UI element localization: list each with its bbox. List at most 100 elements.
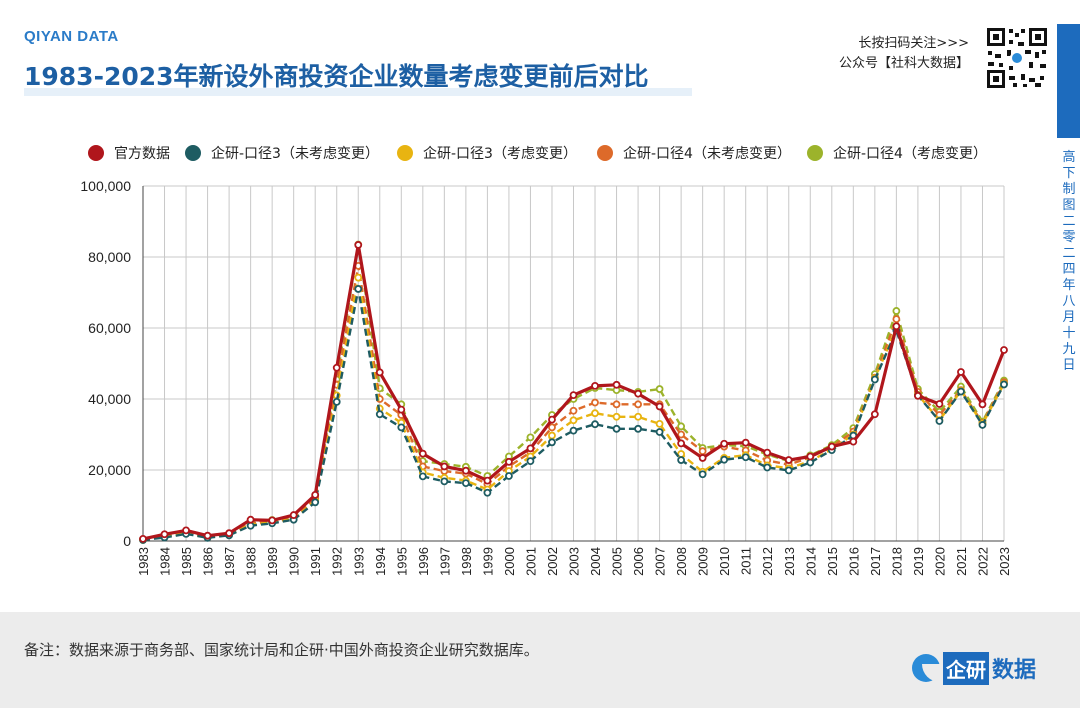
data-point xyxy=(483,476,492,485)
data-point xyxy=(612,412,621,421)
chart-grid xyxy=(142,185,1005,542)
x-tick-label: 2007 xyxy=(653,547,668,576)
qr-code-icon[interactable] xyxy=(985,26,1049,90)
x-tick-label: 2003 xyxy=(567,547,582,576)
legend-label: 企研-口径4（考虑变更） xyxy=(833,145,987,162)
data-point xyxy=(418,449,427,458)
x-tick-label: 1997 xyxy=(437,547,452,576)
data-point xyxy=(698,447,707,456)
x-tick-label: 2011 xyxy=(739,547,754,575)
data-point xyxy=(677,439,686,448)
data-point xyxy=(548,438,556,447)
legend-label: 企研-口径4（未考虑变更） xyxy=(623,145,791,162)
x-tick-label: 1985 xyxy=(179,547,194,576)
chart-legend: 官方数据 企研-口径3（未考虑变更） 企研-口径3（考虑变更） 企研-口径4（未考虑变… xyxy=(88,145,987,162)
data-point xyxy=(1000,380,1008,389)
data-point xyxy=(634,389,642,398)
data-point xyxy=(677,456,686,464)
data-point xyxy=(655,385,664,393)
qr-caption-line2: 公众号【社科大数据】 xyxy=(838,56,969,71)
data-point xyxy=(677,422,686,431)
x-tick-label: 1990 xyxy=(287,547,302,576)
brand-label: QIYAN DATA xyxy=(24,28,119,45)
data-point xyxy=(332,363,341,372)
data-point xyxy=(354,241,363,249)
x-tick-label: 1995 xyxy=(394,547,409,576)
data-point xyxy=(612,424,621,433)
data-point xyxy=(397,423,406,432)
data-point xyxy=(935,417,944,425)
x-tick-label: 2017 xyxy=(868,547,883,576)
x-tick-label: 1991 xyxy=(308,547,323,576)
x-tick-label: 1993 xyxy=(351,547,366,576)
data-point xyxy=(569,426,578,435)
data-point xyxy=(354,273,363,282)
side-date-text: 高下制图 二零二四年八月十九日 xyxy=(1062,150,1076,373)
x-tick-label: 2016 xyxy=(846,547,861,576)
x-tick-label: 2023 xyxy=(997,547,1012,576)
data-point xyxy=(569,406,578,415)
x-tick-label: 1984 xyxy=(158,547,173,576)
x-tick-label: 2001 xyxy=(523,547,538,576)
data-point xyxy=(612,400,621,409)
data-point xyxy=(784,466,793,475)
data-point xyxy=(784,456,793,464)
x-tick-label: 1998 xyxy=(459,547,474,576)
x-tick-label: 2006 xyxy=(631,547,646,576)
logo-mark-icon xyxy=(912,654,940,682)
x-tick-label: 2021 xyxy=(954,547,969,576)
x-tick-label: 1988 xyxy=(244,547,259,576)
x-tick-label: 1992 xyxy=(330,547,345,576)
brand-logo: 企研 数据 xyxy=(912,651,1036,685)
data-point xyxy=(526,433,535,442)
data-point xyxy=(978,421,987,429)
data-point xyxy=(849,437,858,446)
data-point xyxy=(892,315,901,324)
data-point xyxy=(720,455,729,464)
line-chart: 官方数据 企研-口径3（未考虑变更） 企研-口径3（考虑变更） 企研-口径4（未考虑变… xyxy=(80,145,1012,576)
y-tick-label: 60,000 xyxy=(88,320,131,336)
data-point xyxy=(741,453,750,462)
legend-label: 官方数据 xyxy=(114,146,170,162)
series-line xyxy=(142,287,1006,542)
legend-marker xyxy=(397,145,413,161)
legend-marker xyxy=(88,145,104,161)
data-point xyxy=(634,400,642,409)
data-point xyxy=(612,380,621,389)
x-tick-label: 2019 xyxy=(911,547,926,576)
legend-marker xyxy=(185,145,201,161)
data-point xyxy=(591,420,599,429)
data-point xyxy=(354,285,363,293)
x-tick-label: 2010 xyxy=(717,547,732,576)
data-point xyxy=(548,415,556,424)
data-point xyxy=(569,391,578,399)
data-point xyxy=(763,463,772,472)
legend-marker xyxy=(807,145,823,161)
y-tick-label: 80,000 xyxy=(88,249,131,265)
data-point xyxy=(698,470,707,479)
data-point xyxy=(870,375,879,384)
data-point xyxy=(655,402,664,411)
data-point xyxy=(461,479,470,488)
data-point xyxy=(526,444,535,453)
data-point xyxy=(655,428,664,436)
x-tick-label: 1983 xyxy=(136,547,151,576)
x-tick-label: 1994 xyxy=(373,547,388,576)
data-point xyxy=(634,412,642,421)
y-tick-label: 0 xyxy=(123,533,131,549)
side-tab xyxy=(1057,24,1080,138)
data-point xyxy=(698,454,707,462)
x-tick-label: 2000 xyxy=(502,547,517,576)
data-point xyxy=(677,430,686,439)
data-point xyxy=(160,530,169,539)
data-point xyxy=(806,452,815,461)
x-tick-label: 2014 xyxy=(803,547,818,576)
data-point xyxy=(569,416,578,425)
data-point xyxy=(591,398,599,407)
data-point xyxy=(440,462,449,471)
data-point xyxy=(892,322,901,331)
data-point xyxy=(483,488,492,497)
page-title: 1983-2023年新设外商投资企业数量考虑变更前后对比 xyxy=(24,62,649,91)
legend-label: 企研-口径3（考虑变更） xyxy=(423,145,577,162)
x-tick-label: 1999 xyxy=(480,547,495,576)
